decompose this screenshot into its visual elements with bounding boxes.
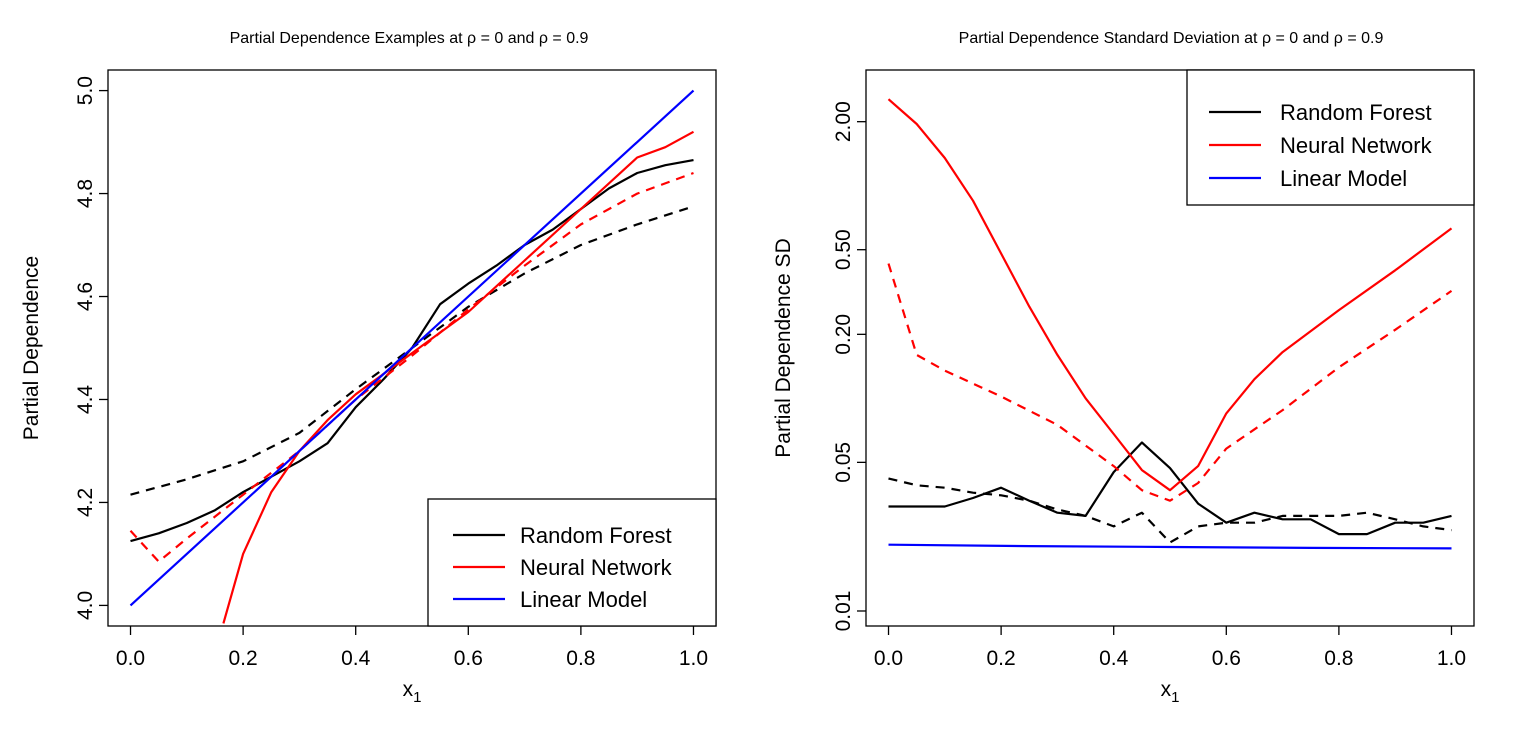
series-line-3 bbox=[887, 98, 1453, 492]
y-tick-label: 4.8 bbox=[74, 179, 97, 208]
legend-label: Random Forest bbox=[520, 523, 672, 548]
x-axis-label: x1 bbox=[1161, 678, 1180, 706]
x-tick-label: 1.0 bbox=[679, 647, 708, 670]
legend-label: Linear Model bbox=[520, 587, 647, 612]
series-line-5 bbox=[129, 89, 695, 607]
chart-panel-2: Partial Dependence Standard Deviation at… bbox=[772, 30, 1475, 706]
y-tick-label: 5.0 bbox=[74, 76, 97, 105]
x-tick-label: 0.2 bbox=[229, 647, 258, 670]
x-tick-label: 0.8 bbox=[566, 647, 595, 670]
legend: Random Forest Neural Network Linear Model bbox=[1186, 69, 1475, 206]
series-line-1 bbox=[130, 159, 694, 543]
plot-frame bbox=[107, 69, 717, 627]
x-tick-label: 1.0 bbox=[1437, 647, 1466, 670]
legend-label: Neural Network bbox=[520, 555, 673, 580]
x-tick-label: 0.6 bbox=[454, 647, 483, 670]
y-tick-label: 0.01 bbox=[832, 591, 855, 632]
legend: Random Forest Neural Network Linear Model bbox=[427, 498, 717, 627]
series-line-1 bbox=[888, 441, 1452, 536]
legend-label: Linear Model bbox=[1280, 166, 1407, 191]
series-line-4-dashed bbox=[887, 263, 1453, 502]
y-tick-label: 0.20 bbox=[832, 314, 855, 355]
series-line-5 bbox=[888, 543, 1452, 550]
y-tick-label: 4.6 bbox=[74, 282, 97, 311]
y-tick-label: 4.4 bbox=[74, 385, 97, 415]
series-line-2-dashed bbox=[130, 205, 694, 496]
y-tick-label: 4.0 bbox=[74, 591, 97, 620]
x-tick-label: 0.4 bbox=[1099, 647, 1129, 670]
plot-frame bbox=[865, 69, 1475, 627]
y-tick-label: 0.50 bbox=[832, 229, 855, 270]
y-axis-label: Partial Dependence SD bbox=[772, 238, 795, 457]
series-line-2-dashed bbox=[888, 477, 1452, 544]
chart-title: Partial Dependence Examples at ρ = 0 and… bbox=[230, 30, 589, 47]
legend-box bbox=[427, 498, 717, 627]
legend-label: Random Forest bbox=[1280, 100, 1432, 125]
x-tick-label: 0.4 bbox=[341, 647, 371, 670]
chart-panel-1: Partial Dependence Examples at ρ = 0 and… bbox=[20, 30, 717, 706]
y-axis-label: Partial Dependence bbox=[20, 256, 43, 440]
series-line-4-dashed bbox=[129, 171, 694, 563]
legend-box bbox=[1186, 69, 1475, 206]
x-axis-label: x1 bbox=[403, 678, 422, 706]
x-tick-label: 0.2 bbox=[987, 647, 1016, 670]
x-tick-label: 0.0 bbox=[874, 647, 903, 670]
legend-label: Neural Network bbox=[1280, 133, 1433, 158]
chart-title: Partial Dependence Standard Deviation at… bbox=[959, 30, 1384, 47]
series-line-3 bbox=[222, 130, 695, 624]
y-tick-label: 2.00 bbox=[832, 101, 855, 142]
x-tick-label: 0.6 bbox=[1212, 647, 1241, 670]
y-tick-label: 4.2 bbox=[74, 488, 97, 517]
y-tick-label: 0.05 bbox=[832, 442, 855, 483]
x-tick-label: 0.8 bbox=[1324, 647, 1353, 670]
x-tick-label: 0.0 bbox=[116, 647, 145, 670]
